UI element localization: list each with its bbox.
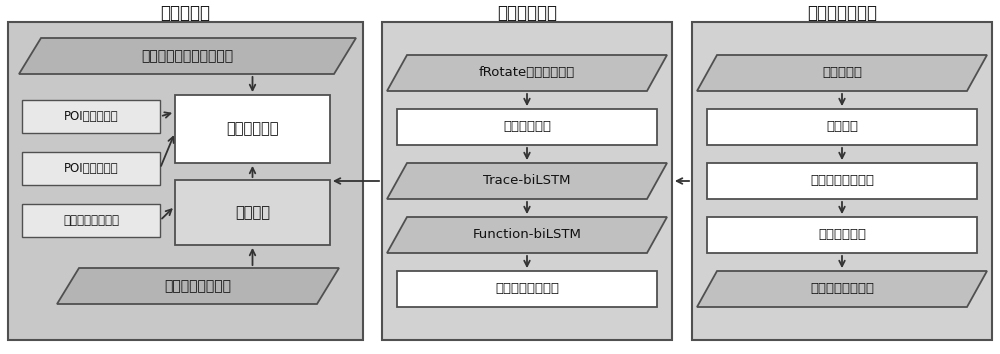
Text: fRotate全局表示模型: fRotate全局表示模型 <box>479 67 575 80</box>
Text: 地图分割: 地图分割 <box>826 120 858 133</box>
Bar <box>707 109 977 145</box>
Bar <box>175 95 330 163</box>
Polygon shape <box>387 163 667 199</box>
Bar <box>22 204 160 237</box>
Text: 人群移动轨迹: 人群移动轨迹 <box>818 228 866 241</box>
Text: 区域功能标注: 区域功能标注 <box>226 121 279 137</box>
Polygon shape <box>19 38 356 74</box>
Text: 区功能标注: 区功能标注 <box>160 4 210 22</box>
Bar <box>382 22 672 340</box>
Text: 动态区域功能表示: 动态区域功能表示 <box>495 282 559 296</box>
Polygon shape <box>387 217 667 253</box>
Text: POI的功能强度: POI的功能强度 <box>64 162 118 175</box>
Bar <box>707 217 977 253</box>
Text: 细粒度空间子区域: 细粒度空间子区域 <box>810 175 874 188</box>
Text: 区域内的轨迹频率: 区域内的轨迹频率 <box>63 214 119 227</box>
Text: 静态功能表示: 静态功能表示 <box>503 120 551 133</box>
Text: 城市道路网: 城市道路网 <box>822 67 862 80</box>
Bar <box>22 152 160 185</box>
Text: Function-biLSTM: Function-biLSTM <box>473 228 581 241</box>
Polygon shape <box>697 55 987 91</box>
Text: 细粒度区域划分: 细粒度区域划分 <box>807 4 877 22</box>
Text: 区域功能表示模型: 区域功能表示模型 <box>810 282 874 296</box>
Bar <box>692 22 992 340</box>
Text: Trace-biLSTM: Trace-biLSTM <box>483 175 571 188</box>
Bar <box>22 100 160 133</box>
Polygon shape <box>387 55 667 91</box>
Bar <box>397 109 657 145</box>
Bar <box>707 163 977 199</box>
Text: 区域功能表示结果: 区域功能表示结果 <box>164 279 232 293</box>
Polygon shape <box>57 268 339 304</box>
Text: 区域聚类: 区域聚类 <box>235 205 270 220</box>
Bar <box>175 180 330 245</box>
Text: 区域功能表示: 区域功能表示 <box>497 4 557 22</box>
Polygon shape <box>697 271 987 307</box>
Text: POI的分布纯度: POI的分布纯度 <box>64 110 118 123</box>
Text: 高清城市功能区识别方法: 高清城市功能区识别方法 <box>141 49 234 63</box>
Bar <box>397 271 657 307</box>
Bar <box>8 22 363 340</box>
